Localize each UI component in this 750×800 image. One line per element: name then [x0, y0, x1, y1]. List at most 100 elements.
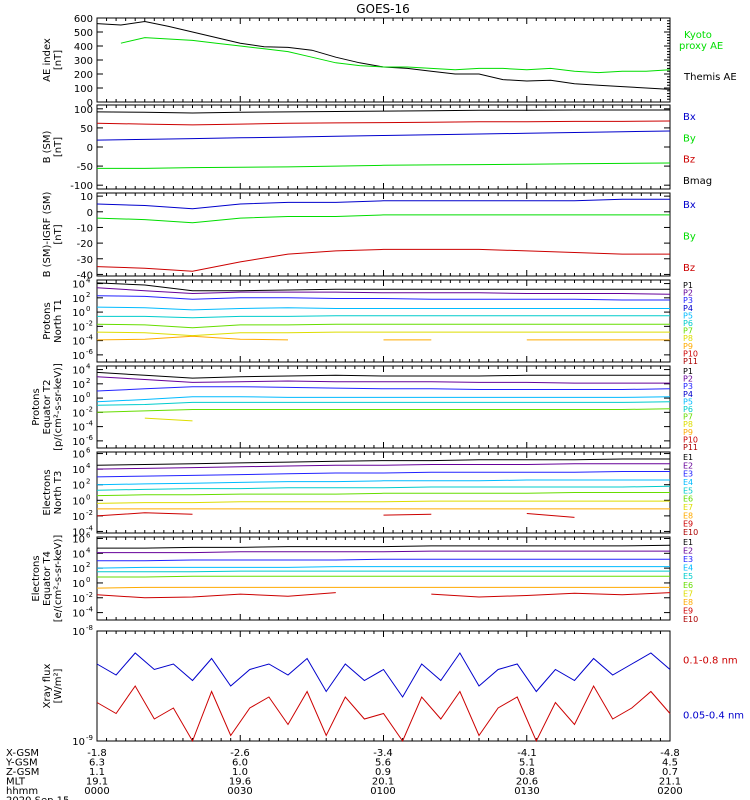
series-line [96, 120, 671, 126]
panel-bsm: -100 -50 0 50 100 B (SM) [nT] Bx By Bz Bmag [42, 104, 712, 192]
legend-entry: P5 [683, 397, 693, 406]
y-tick-exponent: 4 [86, 462, 91, 470]
y-tick-label: 0 [87, 98, 93, 109]
legend-entry: E7 [683, 503, 693, 512]
y-tick-exponent: -2 [86, 591, 93, 599]
legend-entry: E2 [683, 547, 693, 556]
series-line [96, 566, 670, 569]
y-tick-label: 10 [72, 294, 85, 305]
series-line [97, 558, 670, 562]
y-axis-label: B (SM)-IGRF (SM) [42, 192, 53, 278]
y-tick-exponent: 6 [86, 531, 91, 539]
y-tick-exponent: 2 [86, 377, 90, 385]
footer-value: 1.0 [232, 767, 248, 778]
footer-value: 5.6 [375, 758, 391, 769]
series-line [96, 248, 670, 272]
y-tick-label: 10 [72, 366, 85, 377]
footer-value: 6.0 [232, 758, 248, 769]
y-tick-label: 10 [72, 351, 85, 362]
panel-frame [96, 17, 671, 103]
series-line [96, 376, 670, 384]
series-line [120, 37, 671, 74]
series-line [96, 20, 671, 90]
panel-frame [96, 365, 671, 449]
series-line [96, 401, 671, 406]
y-axis-label: [nT] [53, 50, 64, 70]
series-line [96, 306, 670, 311]
legend-entry: By [683, 133, 696, 144]
panel-frame [96, 104, 671, 190]
legend-entry: P11 [683, 443, 698, 452]
panel-ae: 0 100 200 300 400 500 600 AE index [nT] Kyotoprox… [42, 14, 737, 109]
y-tick-exponent: -2 [86, 319, 93, 327]
series-line [96, 492, 670, 497]
y-tick-exponent: 0 [86, 305, 90, 313]
series-line [96, 130, 671, 141]
footer-value: 0100 [370, 786, 395, 797]
y-tick-exponent: 4 [86, 277, 91, 285]
footer-value: 0030 [227, 786, 252, 797]
series-line [96, 323, 670, 329]
y-tick-exponent: 6 [86, 447, 91, 455]
y-tick-exponent: -4 [86, 606, 94, 614]
y-tick-label: 10 [72, 423, 85, 434]
legend-entry: P2 [683, 289, 693, 298]
series-line [97, 544, 671, 549]
legend-entry: E8 [683, 598, 693, 607]
series-line [97, 550, 670, 554]
footer-row-label: MLT [6, 777, 26, 788]
y-tick-label: 10 [72, 465, 85, 476]
series-line [96, 479, 670, 486]
y-axis-label: [e/(cm²-s-sr-keV)] [53, 535, 64, 623]
legend-entry: 0.1-0.8 nm [683, 656, 738, 667]
legend-entry: E10 [683, 615, 698, 624]
y-tick-exponent: -6 [86, 434, 94, 442]
footer-value: -3.4 [373, 748, 393, 759]
y-tick-label: 10 [72, 737, 85, 748]
legend-entry: E4 [683, 478, 693, 487]
y-tick-label: 50 [80, 124, 93, 135]
y-tick-exponent: 0 [86, 391, 90, 399]
footer-value: -4.8 [660, 748, 680, 759]
legend-entry: E5 [683, 572, 693, 581]
legend-entry: P6 [683, 319, 693, 328]
y-axis-label: Electrons [31, 555, 42, 601]
legend-entry: P6 [683, 405, 693, 414]
legend-entry: P9 [683, 342, 693, 351]
footer-value: 19.6 [229, 777, 251, 788]
legend-entry: By [683, 232, 696, 243]
panel-frame [96, 536, 671, 621]
y-tick-label: 10 [72, 408, 85, 419]
legend-entry: E5 [683, 486, 693, 495]
series-line [97, 162, 671, 169]
series-line [96, 396, 671, 403]
panel-digrf: -40 -30 -20 -10 0 10 B (SM)-IGRF (SM) [nT] Bx By B… [42, 192, 696, 282]
y-tick-label: -30 [77, 255, 93, 266]
y-tick-label: 10 [72, 627, 85, 638]
series-line [96, 592, 671, 599]
footer-value: 0200 [657, 786, 682, 797]
legend-entry: P7 [683, 413, 693, 422]
legend-entry: E9 [683, 606, 693, 615]
footer-row-label: hhmm [6, 786, 38, 797]
y-tick-label: -100 [70, 181, 93, 192]
footer-value: 6.3 [89, 758, 105, 769]
series-line [96, 408, 671, 413]
series-line [145, 417, 670, 421]
footer-value: 0130 [514, 786, 539, 797]
series-line [96, 198, 670, 210]
series-line [97, 315, 670, 319]
y-axis-label: B (SM) [42, 130, 53, 163]
legend-entry: Bz [683, 155, 695, 166]
y-tick-exponent: -2 [86, 509, 93, 517]
series-line [96, 287, 671, 295]
y-tick-exponent: 4 [86, 363, 91, 371]
legend-entry: P5 [683, 311, 693, 320]
footer-value: 0.9 [375, 767, 391, 778]
legend-entry: P3 [683, 382, 693, 391]
y-axis-label: Protons [42, 302, 53, 339]
legend-entry: Bmag [683, 176, 712, 187]
